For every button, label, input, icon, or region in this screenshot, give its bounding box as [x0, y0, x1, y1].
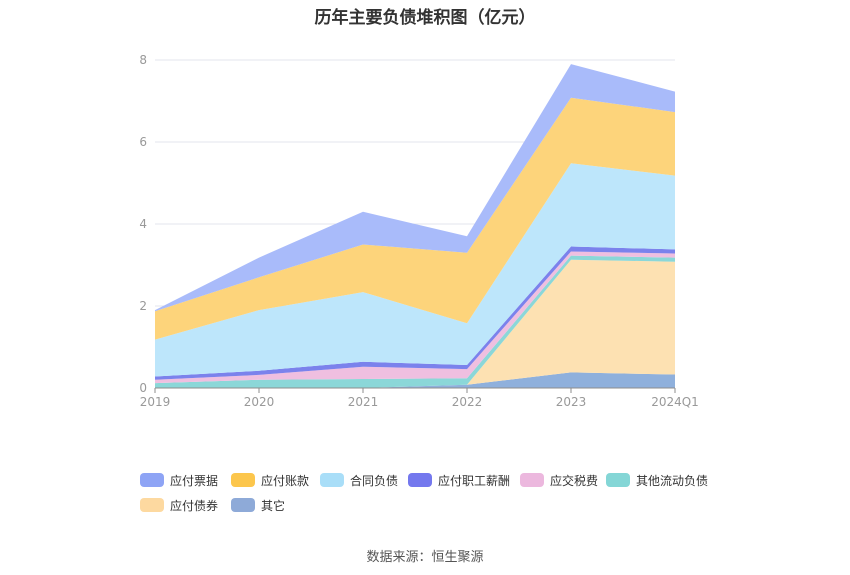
legend-swatch — [231, 473, 255, 487]
area-series-2 — [155, 255, 675, 388]
area-series-layer — [155, 64, 675, 388]
legend-item-contract-liabilities[interactable]: 合同负债 — [320, 472, 398, 488]
axis-layer: 0 2 4 6 8 2019 2020 2021 2022 2023 2024Q1 — [139, 53, 698, 409]
x-tick-label: 2019 — [140, 395, 171, 409]
y-tick-label: 6 — [139, 135, 147, 149]
legend-item-employee-payable[interactable]: 应付职工薪酬 — [408, 472, 510, 488]
legend-label: 应付账款 — [261, 473, 310, 488]
y-tick-label: 2 — [139, 299, 147, 313]
legend-swatch — [408, 473, 432, 487]
area-series-3 — [155, 251, 675, 384]
x-tick-label: 2021 — [348, 395, 379, 409]
legend-swatch — [140, 498, 164, 512]
legend-item-accounts-payable[interactable]: 应付账款 — [231, 472, 309, 488]
legend-item-bonds-payable[interactable]: 应付债券 — [140, 497, 218, 513]
legend-label: 其他流动负债 — [636, 473, 709, 488]
legend-item-taxes-payable[interactable]: 应交税费 — [520, 472, 598, 488]
x-tick-label: 2022 — [452, 395, 483, 409]
x-tick-label: 2024Q1 — [651, 395, 699, 409]
legend-swatch — [231, 498, 255, 512]
legend-label: 应交税费 — [550, 473, 599, 488]
legend-label: 应付债券 — [170, 498, 219, 513]
y-tick-label: 8 — [139, 53, 147, 67]
legend-item-notes-payable[interactable]: 应付票据 — [140, 472, 218, 488]
area-series-7 — [155, 64, 675, 312]
legend-label: 合同负债 — [350, 473, 399, 488]
legend-item-other-current-liabilities[interactable]: 其他流动负债 — [606, 472, 708, 488]
legend-swatch — [320, 473, 344, 487]
legend-swatch — [606, 473, 630, 487]
data-source-note: 数据来源：恒生聚源 — [366, 550, 484, 565]
legend-item-other[interactable]: 其它 — [231, 497, 285, 513]
x-tick-label: 2020 — [244, 395, 275, 409]
area-series-0 — [155, 372, 675, 388]
legend-swatch — [140, 473, 164, 487]
legend-label: 应付职工薪酬 — [438, 473, 511, 488]
area-series-5 — [155, 163, 675, 377]
legend-swatch — [520, 473, 544, 487]
legend-label: 应付票据 — [170, 473, 219, 488]
area-series-6 — [155, 97, 675, 340]
x-tick-label: 2023 — [556, 395, 587, 409]
area-series-4 — [155, 246, 675, 380]
legend-label: 其它 — [261, 498, 286, 513]
y-tick-label: 4 — [139, 217, 147, 231]
chart-title: 历年主要负债堆积图（亿元） — [314, 8, 536, 28]
area-series-1 — [155, 259, 675, 388]
y-tick-label: 0 — [139, 381, 147, 395]
